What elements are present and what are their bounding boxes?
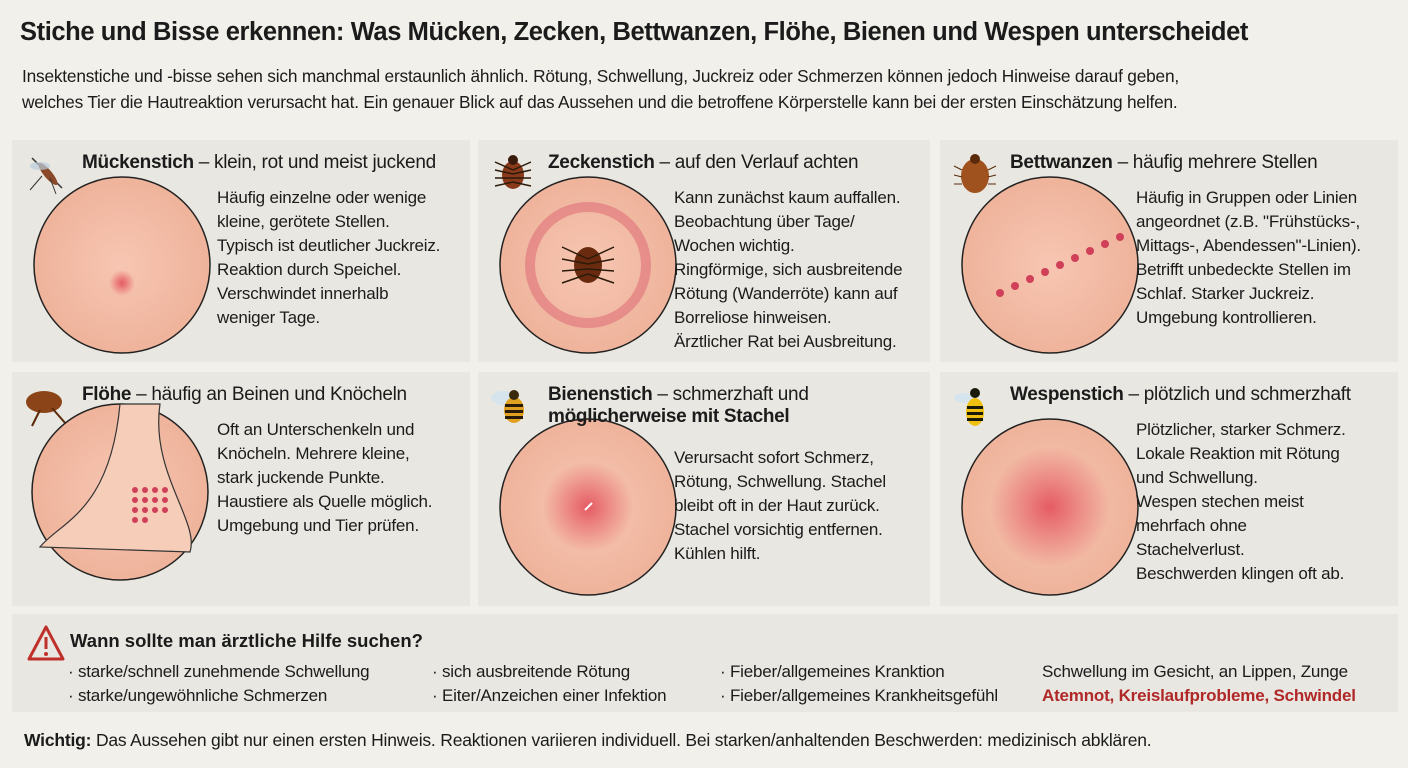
panel-subtitle: – schmerzhaft und <box>657 384 809 405</box>
panel-text: Umgebung und Tier prüfen. <box>217 516 419 535</box>
panel-subtitle: – auf den Verlauf achten <box>659 152 859 173</box>
panel-heading: Bienenstich – schmerzhaft und möglicherwe… <box>548 384 809 428</box>
panel-text: und Schwellung. <box>1136 468 1258 487</box>
panel-text: Reaktion durch Speichel. <box>217 260 402 279</box>
panel-name: Bienenstich <box>548 384 653 405</box>
panel-text: Typisch ist deutlicher Juckreiz. <box>217 236 441 255</box>
help-item: · starke/schnell zunehmende Schwellung <box>68 662 370 681</box>
panel-subtitle: – häufig an Beinen und Knöcheln <box>136 384 407 405</box>
help-item: · Fieber/allgemeines Kranktion <box>720 662 945 681</box>
illustration <box>953 154 1139 354</box>
panel-text: Oft an Unterschenkeln und <box>217 420 415 439</box>
footer-label: Wichtig: <box>24 730 92 750</box>
panel-text: mehrfach ohne <box>1136 516 1247 535</box>
help-item: · Fieber/allgemeines Krankheitsgefühl <box>720 686 998 705</box>
panel-name: Flöhe <box>82 384 132 405</box>
panel: Flöhe – häufig an Beinen und Knöcheln Oft… <box>12 372 470 606</box>
panel-text: Beobachtung über Tage/ <box>674 212 855 231</box>
panel-text: Kühlen hilft. <box>674 544 761 563</box>
panel-text: Ringförmige, sich ausbreitende <box>674 260 903 279</box>
panel-name: Zeckenstich <box>548 152 655 173</box>
panel-text: Plötzlicher, starker Schmerz. <box>1136 420 1346 439</box>
panel-text: Ärztlicher Rat bei Ausbreitung. <box>674 332 897 351</box>
panel-text: Verschwindet innerhalb <box>217 284 389 303</box>
help-item: · Eiter/Anzeichen einer Infektion <box>432 686 667 705</box>
panel-text: Knöcheln. Mehrere kleine, <box>217 444 410 463</box>
help-title: Wann sollte man ärztliche Hilfe suchen? <box>70 630 423 651</box>
panel-text: Häufig einzelne oder wenige <box>217 188 427 207</box>
panel-text: kleine, gerötete Stellen. <box>217 212 390 231</box>
help-item: Atemnot, Kreislaufprobleme, Schwindel <box>1042 686 1356 705</box>
panel-name: Bettwanzen <box>1010 152 1113 173</box>
panel-text: Kann zunächst kaum auffallen. <box>674 188 901 207</box>
panel: Wespenstich – plötzlich und schmerzhaft P… <box>940 372 1398 606</box>
panel-text: Rötung, Schwellung. Stachel <box>674 472 886 491</box>
panel-text: Mittags-, Abendessen"-Linien). <box>1136 236 1361 255</box>
panel-subtitle: – klein, rot und meist juckend <box>198 152 436 173</box>
panel-text: Stachelverlust. <box>1136 540 1245 559</box>
panel-text: weniger Tage. <box>217 308 320 327</box>
panel-text: stark juckende Punkte. <box>217 468 385 487</box>
panel-subtitle: – häufig mehrere Stellen <box>1117 152 1318 173</box>
panel: Zeckenstich – auf den Verlauf achten Kann… <box>478 140 930 362</box>
panel-text: Schlaf. Starker Juckreiz. <box>1136 284 1315 303</box>
intro-line: Insektenstiche und -bisse sehen sich man… <box>22 66 1179 86</box>
title: Stiche und Bisse erkennen: Was Mücken, Z… <box>20 18 1248 46</box>
panel-text: Stachel vorsichtig entfernen. <box>674 520 883 539</box>
panel-subtitle: – plötzlich und schmerzhaft <box>1128 384 1351 405</box>
panel-text: Rötung (Wanderröte) kann auf <box>674 284 898 303</box>
panel-text: Lokale Reaktion mit Rötung <box>1136 444 1340 463</box>
illustration <box>491 390 677 596</box>
panel-heading: Bettwanzen – häufig mehrere Stellen <box>1010 152 1318 174</box>
panel-text: Borreliose hinweisen. <box>674 308 832 327</box>
illustration <box>26 391 209 581</box>
panel-heading: Wespenstich – plötzlich und schmerzhaft <box>1010 384 1351 406</box>
panel-name: Wespenstich <box>1010 384 1124 405</box>
panel: Mückenstich – klein, rot und meist jucke… <box>12 140 470 362</box>
panel-heading: Zeckenstich – auf den Verlauf achten <box>548 152 859 174</box>
panel-text: Wochen wichtig. <box>674 236 795 255</box>
intro-line: welches Tier die Hautreaktion verursacht… <box>22 92 1178 112</box>
help-item: · sich ausbreitende Rötung <box>432 662 630 681</box>
panel-text: Betrifft unbedeckte Stellen im <box>1136 260 1351 279</box>
footer: Wichtig: Das Aussehen gibt nur einen ers… <box>24 730 1152 751</box>
panel-text: angeordnet (z.B. "Frühstücks-, <box>1136 212 1360 231</box>
panel-text: Beschwerden klingen oft ab. <box>1136 564 1345 583</box>
illustration <box>494 155 677 354</box>
warning-icon <box>27 625 65 661</box>
panel-heading: Flöhe – häufig an Beinen und Knöcheln <box>82 384 407 406</box>
panel-text: Verursacht sofort Schmerz, <box>674 448 874 467</box>
panel-subtitle-bold: möglicherweise mit Stachel <box>548 406 790 427</box>
help-item: Schwellung im Gesicht, an Lippen, Zunge <box>1042 662 1348 681</box>
illustration <box>954 388 1139 596</box>
panel-text: Haustiere als Quelle möglich. <box>217 492 433 511</box>
help-box: Wann sollte man ärztliche Hilfe suchen? … <box>12 614 1398 712</box>
panel-text: Umgebung kontrollieren. <box>1136 308 1317 327</box>
panel-name: Mückenstich <box>82 152 194 173</box>
panel-text: Häufig in Gruppen oder Linien <box>1136 188 1358 207</box>
panel: Bettwanzen – häufig mehrere Stellen Häufi… <box>940 140 1398 362</box>
panel-heading: Mückenstich – klein, rot und meist jucke… <box>82 152 436 174</box>
illustration <box>29 157 211 354</box>
panel: Bienenstich – schmerzhaft und möglicherwe… <box>478 372 930 606</box>
panel-text: Wespen stechen meist <box>1136 492 1304 511</box>
help-item: · starke/ungewöhnliche Schmerzen <box>68 686 328 705</box>
footer-text: Das Aussehen gibt nur einen ersten Hinwe… <box>95 730 1152 750</box>
panel-text: bleibt oft in der Haut zurück. <box>674 496 880 515</box>
